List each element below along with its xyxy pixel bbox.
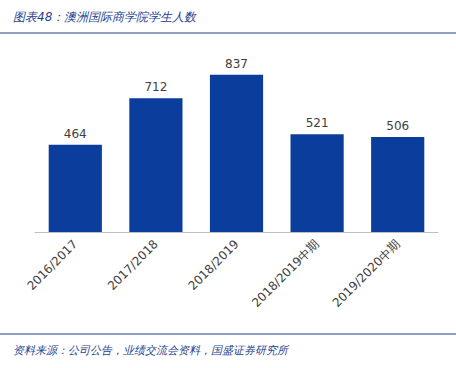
- svg-text:2018/2019中期: 2018/2019中期: [249, 237, 322, 310]
- svg-text:521: 521: [306, 116, 329, 130]
- svg-text:2018/2019: 2018/2019: [186, 237, 242, 293]
- svg-text:资料来源：公司公告，业绩交流会资料，国盛证券研究所: 资料来源：公司公告，业绩交流会资料，国盛证券研究所: [13, 344, 290, 357]
- svg-text:2017/2018: 2017/2018: [105, 237, 161, 293]
- svg-text:图表48：澳洲国际商学院学生人数: 图表48：澳洲国际商学院学生人数: [13, 10, 198, 24]
- svg-text:712: 712: [144, 80, 167, 94]
- svg-text:837: 837: [225, 57, 248, 71]
- svg-text:464: 464: [64, 127, 87, 141]
- svg-text:506: 506: [386, 119, 409, 133]
- svg-text:2016/2017: 2016/2017: [24, 237, 80, 293]
- svg-text:2019/2020中期: 2019/2020中期: [330, 237, 403, 310]
